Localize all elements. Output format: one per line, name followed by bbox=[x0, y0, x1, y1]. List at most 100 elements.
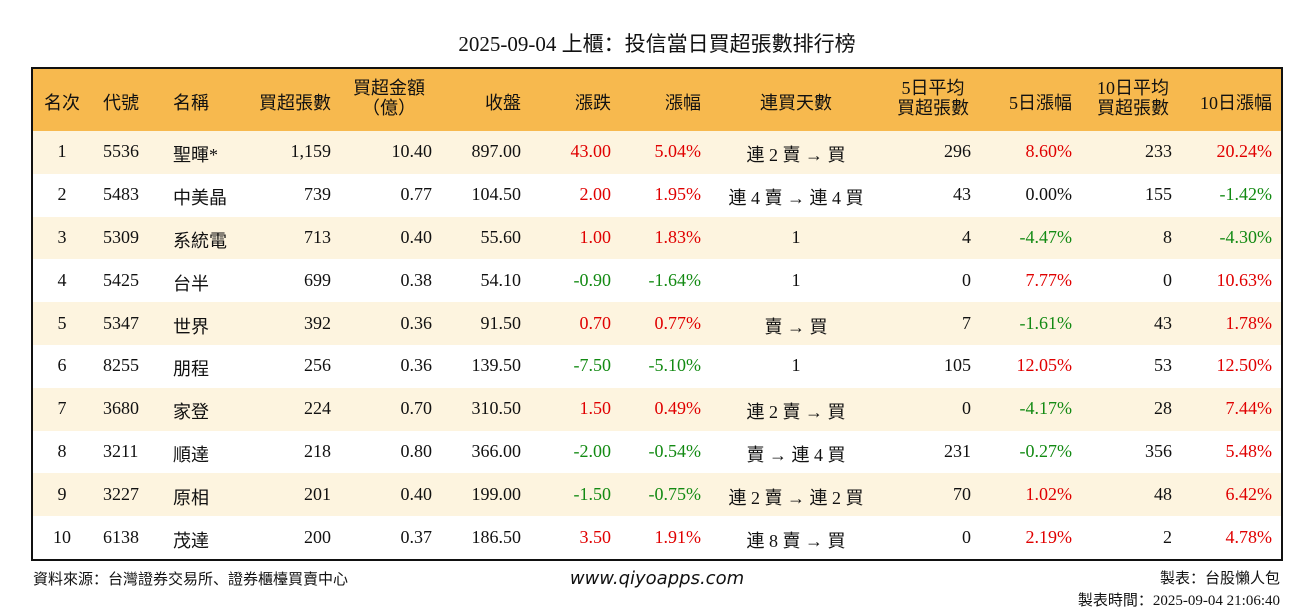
table-cell: 1.50 bbox=[579, 398, 612, 419]
table-row: 5 5347 世界 392 0.36 91.50 0.70 0.77% 賣 → 買 7 -1.61%… bbox=[33, 302, 1281, 345]
table-row: 3 5309 系統電 713 0.40 55.60 1.00 1.83% 1 4 -4.47% 8 -4… bbox=[33, 216, 1281, 260]
table-cell: 1 bbox=[791, 269, 801, 290]
table-cell: 12.50% bbox=[1216, 355, 1273, 376]
header-row: 名次 代號 名稱 買超張數 買超金額 （億） 收盤 漲跌 漲幅 連買天數 5日平均 買超張數 5日漲幅 1… bbox=[33, 69, 1281, 131]
table-cell: 1.91% bbox=[654, 526, 702, 547]
table-cell: 201 bbox=[304, 483, 331, 504]
table-cell: 連 8 賣 → 買 bbox=[746, 530, 846, 551]
header-line: 5日平均 bbox=[901, 78, 965, 98]
table-cell: 43.00 bbox=[570, 141, 612, 162]
table-row: 9 3227 原相 201 0.40 199.00 -1.50 -0.75% 連 2 賣 → 連… bbox=[33, 473, 1281, 517]
time: 製表時間：2025-09-04 21:06:40 bbox=[1077, 593, 1280, 609]
table-cell: 7.44% bbox=[1225, 398, 1273, 419]
table-cell: 連 4 賣 → 連 4 買 bbox=[728, 188, 864, 209]
table-cell: 8 bbox=[57, 440, 67, 461]
table-cell: 713 bbox=[304, 226, 331, 247]
table-cell: 233 bbox=[1145, 141, 1172, 162]
table-cell: 296 bbox=[944, 141, 971, 162]
table-cell: 53 bbox=[1154, 355, 1172, 376]
table-cell: 897.00 bbox=[471, 141, 522, 162]
table-cell: -4.17% bbox=[1019, 398, 1073, 419]
table-cell: 0.36 bbox=[400, 312, 433, 333]
table-cell: -4.30% bbox=[1219, 226, 1273, 247]
table-cell: 0 bbox=[962, 269, 971, 290]
table-row: 6 8255 朋程 256 0.36 139.50 -7.50 -5.10% 1 105 12.05… bbox=[33, 345, 1281, 388]
table-cell: 1.02% bbox=[1025, 483, 1073, 504]
table-cell: 5483 bbox=[103, 184, 139, 205]
table-cell: 186.50 bbox=[471, 526, 522, 547]
table-cell: 2.19% bbox=[1025, 526, 1073, 547]
header-cell: 5日平均 買超張數 bbox=[833, 78, 1033, 118]
table-cell: 1 bbox=[791, 355, 801, 376]
table-cell: 9 bbox=[57, 483, 67, 504]
table-cell: 0.36 bbox=[400, 355, 433, 376]
website: www.qiyoapps.com bbox=[569, 568, 745, 589]
table-cell: 20.24% bbox=[1216, 141, 1273, 162]
table-row: 10 6138 茂達 200 0.37 186.50 3.50 1.91% 連 8 賣 → 買 0… bbox=[33, 516, 1281, 559]
table-cell: -2.00 bbox=[573, 440, 612, 461]
table: 名次 代號 名稱 買超張數 買超金額 （億） 收盤 漲跌 漲幅 連買天數 5日平均 買超張數 5日漲幅 1… bbox=[31, 67, 1283, 561]
table-cell: 5.04% bbox=[654, 141, 702, 162]
table-cell: 8 bbox=[1163, 226, 1172, 247]
table-cell: 0.80 bbox=[400, 440, 433, 461]
header-cell: 10日漲幅 bbox=[1200, 93, 1272, 113]
header-cell: 連買天數 bbox=[760, 93, 832, 113]
table-cell: 200 bbox=[304, 526, 331, 547]
table-cell: 台半 bbox=[173, 273, 209, 294]
table-cell: 3211 bbox=[103, 440, 139, 461]
table-cell: 6 bbox=[57, 355, 67, 376]
table-cell: 連 2 賣 → 買 bbox=[746, 145, 846, 166]
table-cell: 6138 bbox=[103, 526, 139, 547]
header-line: 買超張數 bbox=[1097, 98, 1169, 118]
table-cell: 218 bbox=[304, 440, 331, 461]
table-cell: -5.10% bbox=[648, 355, 702, 376]
table-cell: 43 bbox=[1154, 312, 1172, 333]
table-cell: 世界 bbox=[173, 316, 209, 337]
table-cell: 48 bbox=[1154, 483, 1172, 504]
table-cell: 2.00 bbox=[579, 184, 612, 205]
table-cell: 699 bbox=[304, 269, 331, 290]
table-cell: 43 bbox=[953, 184, 971, 205]
table-cell: 8.60% bbox=[1025, 141, 1073, 162]
table-cell: 4 bbox=[57, 269, 67, 290]
header-line: 10日平均 bbox=[1097, 78, 1169, 98]
table-cell: 5309 bbox=[103, 226, 139, 247]
table-cell: 231 bbox=[944, 440, 971, 461]
table-cell: 中美晶 bbox=[173, 188, 227, 209]
table-cell: 155 bbox=[1145, 184, 1172, 205]
table-cell: -0.27% bbox=[1019, 440, 1073, 461]
table-cell: 2 bbox=[57, 184, 67, 205]
table-cell: 5425 bbox=[103, 269, 139, 290]
table-cell: -7.50 bbox=[573, 355, 612, 376]
table-cell: -1.61% bbox=[1019, 312, 1073, 333]
table-cell: 0.49% bbox=[654, 398, 702, 419]
header-line: 買超張數 bbox=[897, 98, 969, 118]
table-cell: 70 bbox=[953, 483, 971, 504]
table-cell: 0 bbox=[1163, 269, 1172, 290]
header-cell: 名次 bbox=[44, 93, 80, 113]
table-cell: 7.77% bbox=[1025, 269, 1073, 290]
table-cell: 6.42% bbox=[1225, 483, 1273, 504]
table-cell: 7 bbox=[962, 312, 971, 333]
header-line: （億） bbox=[362, 98, 416, 118]
table-cell: 55.60 bbox=[480, 226, 522, 247]
table-cell: 賣 → 連 4 買 bbox=[746, 444, 846, 465]
table-cell: 5.48% bbox=[1225, 440, 1273, 461]
table-cell: 2 bbox=[1163, 526, 1172, 547]
table-cell: 1,159 bbox=[290, 141, 332, 162]
title: 2025-09-04 上櫃：投信當日買超張數排行榜 bbox=[458, 32, 856, 56]
table-cell: 1 bbox=[57, 141, 67, 162]
table-cell: 139.50 bbox=[471, 355, 522, 376]
table-cell: 連 2 賣 → 連 2 買 bbox=[728, 487, 864, 508]
header-cell: 買超金額 （億） bbox=[289, 78, 489, 118]
table-cell: -0.90 bbox=[573, 269, 612, 290]
table-cell: 3.50 bbox=[579, 526, 612, 547]
table-cell: 家登 bbox=[173, 402, 209, 423]
table-cell: -0.75% bbox=[648, 483, 702, 504]
table-cell: 聖暉* bbox=[173, 145, 218, 166]
table-cell: 0.40 bbox=[400, 483, 433, 504]
table-cell: 0 bbox=[962, 398, 971, 419]
table-cell: 0 bbox=[962, 526, 971, 547]
table-cell: 10.63% bbox=[1216, 269, 1273, 290]
